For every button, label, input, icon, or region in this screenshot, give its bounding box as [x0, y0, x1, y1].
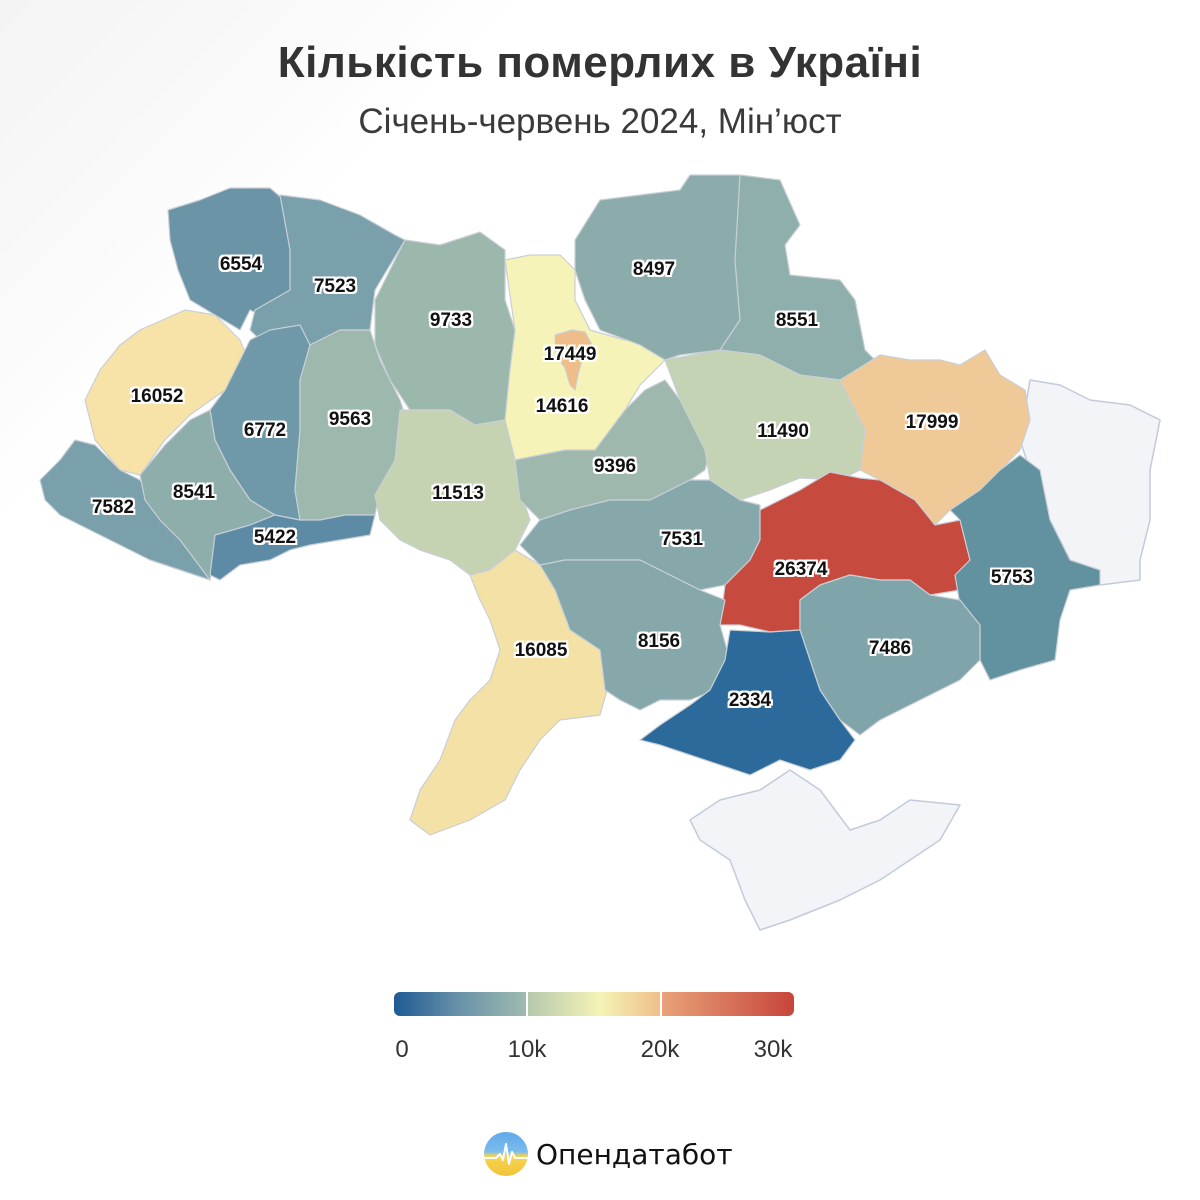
- label-volyn: 6554: [219, 254, 263, 275]
- label-mykolaiv: 8156: [637, 631, 681, 652]
- label-vinnytsia: 11513: [432, 483, 484, 504]
- region-crimea[interactable]: [689, 769, 961, 931]
- brand-logo: Опендатабот: [484, 1132, 733, 1176]
- label-khmelnytskyi: 9563: [328, 409, 372, 430]
- label-zhytomyr: 9733: [429, 310, 473, 331]
- label-cherkasy: 9396: [593, 456, 637, 477]
- chart-subtitle: Січень-червень 2024, Мін’юст: [358, 102, 842, 141]
- label-zakarpattia: 7582: [91, 497, 135, 518]
- label-lviv: 16052: [130, 386, 184, 407]
- legend-tick-0: 0: [395, 1036, 409, 1063]
- label-zaporizhzhia: 7486: [868, 638, 912, 659]
- legend-segment-0-10k: [394, 992, 527, 1016]
- brand-name: Опендатабот: [536, 1137, 733, 1171]
- opendatabot-logo-icon: [484, 1132, 528, 1176]
- region-sumy[interactable]: [719, 174, 881, 381]
- label-kirovohrad: 7531: [660, 529, 704, 550]
- legend-segment-10k-20k: [526, 992, 660, 1016]
- label-kharkiv: 17999: [905, 412, 959, 433]
- label-odesa: 16085: [514, 640, 568, 661]
- legend-tick-30k: 30k: [753, 1036, 793, 1063]
- legend-segment-20k-30k: [659, 992, 794, 1016]
- label-chernivtsi: 5422: [253, 527, 297, 548]
- region-lviv[interactable]: [84, 309, 251, 476]
- label-donetsk: 5753: [990, 567, 1034, 588]
- region-kharkiv[interactable]: [839, 349, 1031, 526]
- color-scale-legend: [394, 992, 794, 1016]
- label-kyiv-oblast: 14616: [535, 396, 589, 417]
- label-poltava: 11490: [757, 421, 809, 442]
- label-dnipro: 26374: [774, 559, 828, 580]
- label-sumy: 8551: [775, 310, 819, 331]
- label-ivano-frankivsk: 8541: [172, 482, 216, 503]
- label-rivne: 7523: [313, 276, 357, 297]
- region-kyiv-city[interactable]: [554, 329, 593, 391]
- region-chernivtsi[interactable]: [209, 514, 376, 581]
- region-kherson[interactable]: [639, 629, 856, 776]
- chart-title: Кількість померлих в Україні: [277, 38, 923, 87]
- label-kherson: 2334: [728, 690, 772, 711]
- label-ternopil: 6772: [243, 420, 287, 441]
- region-donetsk[interactable]: [949, 454, 1101, 681]
- legend-tick-20k: 20k: [640, 1036, 680, 1063]
- label-kyiv-city: 17449: [543, 344, 597, 365]
- label-chernihiv: 8497: [632, 259, 676, 280]
- legend-tick-10k: 10k: [507, 1036, 547, 1063]
